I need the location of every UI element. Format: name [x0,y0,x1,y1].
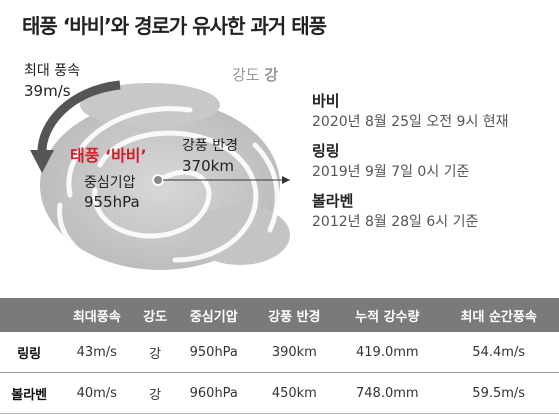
cloud [80,83,220,127]
column-header: 최대풍속 [58,298,136,332]
intensity-value: 강 [264,66,279,84]
title: 태풍 ‘바비’와 경로가 유사한 과거 태풍 [22,14,327,38]
table-body: 링링 43m/s 강 950hPa 390km 419.0mm 54.4m/s 볼라벤 40m/… [0,332,559,414]
pressure-label: 중심기압 [84,175,136,191]
column-header: 중심기압 [175,298,253,332]
info-name: 바비 [312,92,340,110]
info-time: 2019년 9월 7일 0시 기준 [312,164,470,180]
table-cell: 43m/s [58,332,136,373]
row-name: 링링 [0,332,59,373]
table-cell: 419.0mm [336,332,439,373]
corner-cell [0,298,59,332]
column-header: 강도 [135,298,176,332]
table-row: 볼라벤 40m/s 강 960hPa 450km 748.0mm 59.5m/s [0,372,559,414]
radius-label: 강풍 반경 [182,138,238,154]
max-wind-value: 39m/s [24,82,71,100]
comparison-table: 최대풍속 강도 중심기압 강풍 반경 누적 강수량 최대 순간풍속 링링 43m/s 강 950… [0,298,559,414]
column-header: 강풍 반경 [252,298,337,332]
pressure-value: 955hPa [84,193,140,211]
column-header: 누적 강수량 [336,298,439,332]
radius-arrow [282,176,290,184]
radius-value: 370km [182,157,234,175]
eye [152,174,164,186]
table-cell: 40m/s [58,372,136,414]
intensity-label: 강도 [232,66,260,84]
table-cell: 748.0mm [336,372,439,414]
header-row: 최대풍속 강도 중심기압 강풍 반경 누적 강수량 최대 순간풍속 [0,298,559,332]
table-cell: 59.5m/s [438,372,559,414]
info-name: 링링 [312,142,340,160]
rotation-arrow [37,80,121,156]
info-time: 2012년 8월 28일 6시 기준 [312,214,479,230]
table-row: 링링 43m/s 강 950hPa 390km 419.0mm 54.4m/s [0,332,559,373]
rotation-arrow-head [30,150,54,173]
table-cell: 950hPa [175,332,253,373]
table-cell: 960hPa [175,372,253,414]
max-wind-label: 최대 풍속 [24,63,80,79]
table-cell: 390km [252,332,337,373]
spiral-bands [57,106,280,278]
table-cell: 강 [135,372,176,414]
intensity: 강도 강 [232,64,278,85]
row-name: 볼라벤 [0,372,59,414]
table-cell: 강 [135,332,176,373]
typhoon-graphic [30,80,290,278]
table-cell: 54.4m/s [438,332,559,373]
column-header: 최대 순간풍속 [438,298,559,332]
table-cell: 450km [252,372,337,414]
info-time: 2020년 8월 25일 오전 9시 현재 [312,114,509,130]
info-name: 볼라벤 [312,192,354,210]
typhoon-name: 태풍 ‘바비’ [70,146,147,165]
